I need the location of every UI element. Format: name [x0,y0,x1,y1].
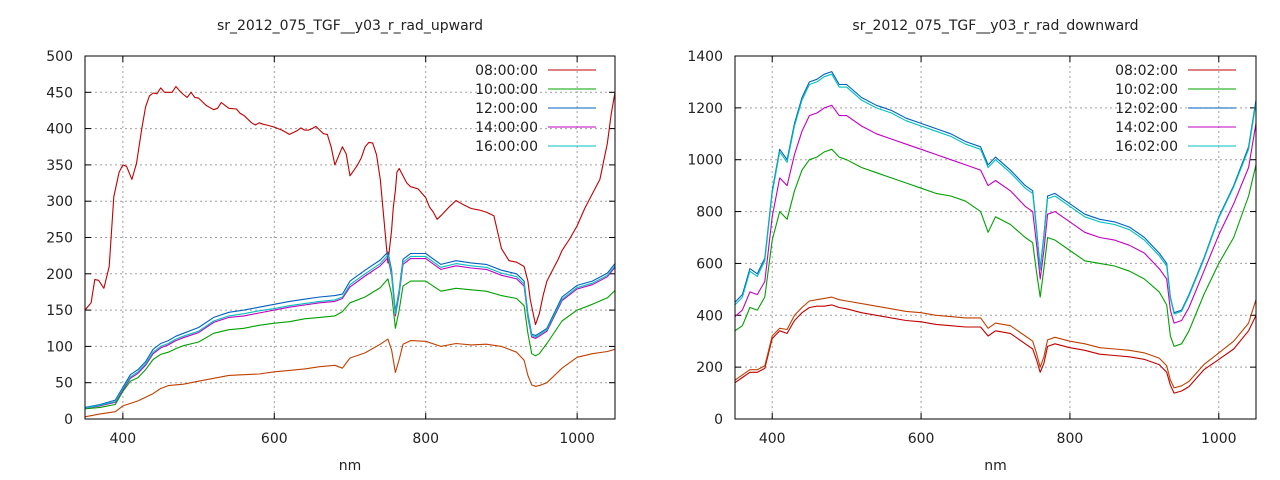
y-tick-label: 250 [46,231,73,247]
y-tick-label: 200 [696,360,723,376]
y-tick-label: 300 [46,194,73,210]
series-line-14-00-00 [85,257,615,409]
legend-label: 10:00:00 [475,82,538,98]
y-tick-label: 150 [46,303,73,319]
series-line-16-00-00 [85,254,615,409]
y-tick-label: 1000 [687,153,723,169]
legend-label: 08:00:00 [475,63,538,79]
y-tick-label: 350 [46,158,73,174]
y-tick-label: 0 [64,412,73,428]
y-tick-label: 600 [696,256,723,272]
legend-label: 08:02:00 [1115,63,1178,79]
series-line-10-00-00 [85,278,615,410]
legend-label: 16:00:00 [475,139,538,155]
legend-label: 16:02:00 [1115,139,1178,155]
x-tick-label: 600 [261,431,288,447]
y-tick-label: 400 [696,308,723,324]
y-tick-label: 1400 [687,49,723,65]
plot-frame [84,55,616,420]
y-tick-label: 400 [46,122,73,138]
chart-title: sr_2012_075_TGF__y03_r_rad_downward [852,18,1138,34]
x-tick-label: 600 [908,431,935,447]
series-line-unlabeled-5 [735,296,1256,389]
x-axis-label: nm [984,458,1007,474]
series-line-10-02-00 [735,148,1256,347]
legend-label: 12:00:00 [475,101,538,117]
x-tick-label: 400 [759,431,786,447]
chart-title: sr_2012_075_TGF__y03_r_rad_upward [217,18,483,34]
upward-radiance-chart: sr_2012_075_TGF__y03_r_rad_upward 400 600 8… [46,18,616,474]
x-tick-label: 400 [109,431,136,447]
series-line-unlabeled-5 [85,338,615,418]
y-tick-label: 450 [46,85,73,101]
x-tick-label: 1000 [1201,431,1237,447]
x-tick-label: 800 [1057,431,1084,447]
y-tick-label: 1200 [687,101,723,117]
series-line-08-02-00 [735,304,1256,394]
y-tick-label: 100 [46,339,73,355]
series-line-14-02-00 [735,104,1256,324]
x-tick-label: 800 [412,431,439,447]
legend-label: 10:02:00 [1115,82,1178,98]
y-tick-label: 800 [696,205,723,221]
downward-radiance-chart: sr_2012_075_TGF__y03_r_rad_downward 400 60… [687,18,1257,474]
x-tick-label: 1000 [559,431,595,447]
series-line-12-00-00 [85,251,615,408]
y-tick-label: 500 [46,49,73,65]
y-tick-label: 200 [46,267,73,283]
legend-label: 12:02:00 [1115,101,1178,117]
legend-label: 14:00:00 [475,120,538,136]
series-line-16-02-00 [735,73,1256,315]
plot-frame [734,55,1257,420]
x-axis-label: nm [339,458,362,474]
y-tick-label: 0 [714,412,723,428]
series-line-08-00-00 [85,85,615,326]
legend-label: 14:02:00 [1115,120,1178,136]
y-tick-label: 50 [55,376,73,392]
